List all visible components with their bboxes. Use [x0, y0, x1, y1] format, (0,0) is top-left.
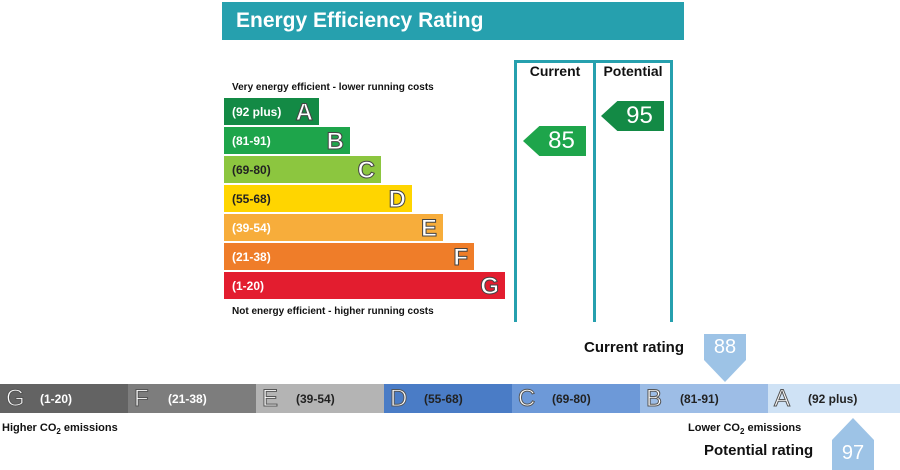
band-range-label: (21-38): [232, 250, 271, 264]
co2-band-range: (1-20): [40, 392, 73, 406]
co2-band-range: (21-38): [168, 392, 207, 406]
co2-band-g: G (1-20): [0, 384, 128, 413]
current-rating-marker: 88: [704, 334, 746, 382]
rating-band-d: (55-68) D: [224, 185, 412, 214]
band-letter: E: [420, 215, 437, 243]
current-rating-label: Current rating: [584, 339, 685, 356]
band-range-label: (81-91): [232, 134, 271, 148]
co2-band-a: A (92 plus): [768, 384, 900, 413]
band-range-label: (92 plus): [232, 105, 282, 119]
band-range-label: (1-20): [232, 279, 265, 293]
potential-column-header: Potential: [603, 63, 663, 79]
co2-band-e: E (39-54): [256, 384, 384, 413]
column-divider: [514, 60, 517, 322]
current-marker-value: 88: [713, 336, 737, 358]
co2-band-range: (92 plus): [808, 392, 858, 406]
co2-band-letter: C: [517, 385, 536, 413]
potential-rating-value: 95: [626, 102, 653, 129]
co2-band-letter: G: [6, 385, 26, 413]
co2-band-letter: A: [773, 385, 791, 413]
current-rating-value: 85: [548, 127, 575, 154]
potential-marker-value: 97: [841, 442, 865, 464]
band-letter: A: [295, 99, 313, 127]
potential-rating-label: Potential rating: [704, 442, 814, 459]
page-title: Energy Efficiency Rating: [222, 2, 684, 40]
band-range-label: (39-54): [232, 221, 271, 235]
co2-band-range: (69-80): [552, 392, 591, 406]
column-divider: [670, 60, 673, 322]
band-letter: D: [388, 186, 406, 214]
rating-band-b: (81-91) B: [224, 127, 350, 156]
co2-band-range: (55-68): [424, 392, 463, 406]
band-range-label: (69-80): [232, 163, 271, 177]
band-letter: C: [357, 157, 375, 185]
band-letter: G: [480, 273, 500, 301]
rating-band-c: (69-80) C: [224, 156, 381, 185]
co2-band-letter: D: [389, 385, 408, 413]
co2-band-letter: F: [134, 385, 150, 413]
co2-band-letter: E: [261, 385, 279, 413]
higher-emissions-label: Higher CO2 emissions: [2, 422, 118, 437]
current-marker-shape: [704, 334, 746, 382]
co2-band-f: F (21-38): [128, 384, 256, 413]
inefficient-note: Not energy efficient - higher running co…: [232, 306, 434, 317]
co2-band-letter: B: [645, 385, 663, 413]
rating-band-g: (1-20) G: [224, 272, 505, 301]
potential-marker-shape: [832, 418, 874, 470]
rating-band-a: (92 plus) A: [224, 98, 319, 127]
band-letter: B: [326, 128, 344, 156]
efficient-note: Very energy efficient - lower running co…: [232, 82, 434, 93]
band-range-label: (55-68): [232, 192, 271, 206]
rating-band-e: (39-54) E: [224, 214, 443, 243]
co2-band-range: (81-91): [680, 392, 719, 406]
co2-band-c: C (69-80): [512, 384, 640, 413]
current-rating-arrow: 85: [523, 126, 586, 156]
potential-rating-marker: 97: [832, 418, 874, 470]
lower-emissions-label: Lower CO2 emissions: [688, 422, 802, 437]
co2-band-b: B (81-91): [640, 384, 768, 413]
rating-band-f: (21-38) F: [224, 243, 474, 272]
band-letter: F: [453, 244, 469, 272]
column-divider: [593, 60, 596, 322]
potential-rating-arrow: 95: [601, 101, 664, 131]
current-column-header: Current: [529, 63, 581, 79]
co2-band-range: (39-54): [296, 392, 335, 406]
co2-band-d: D (55-68): [384, 384, 512, 413]
